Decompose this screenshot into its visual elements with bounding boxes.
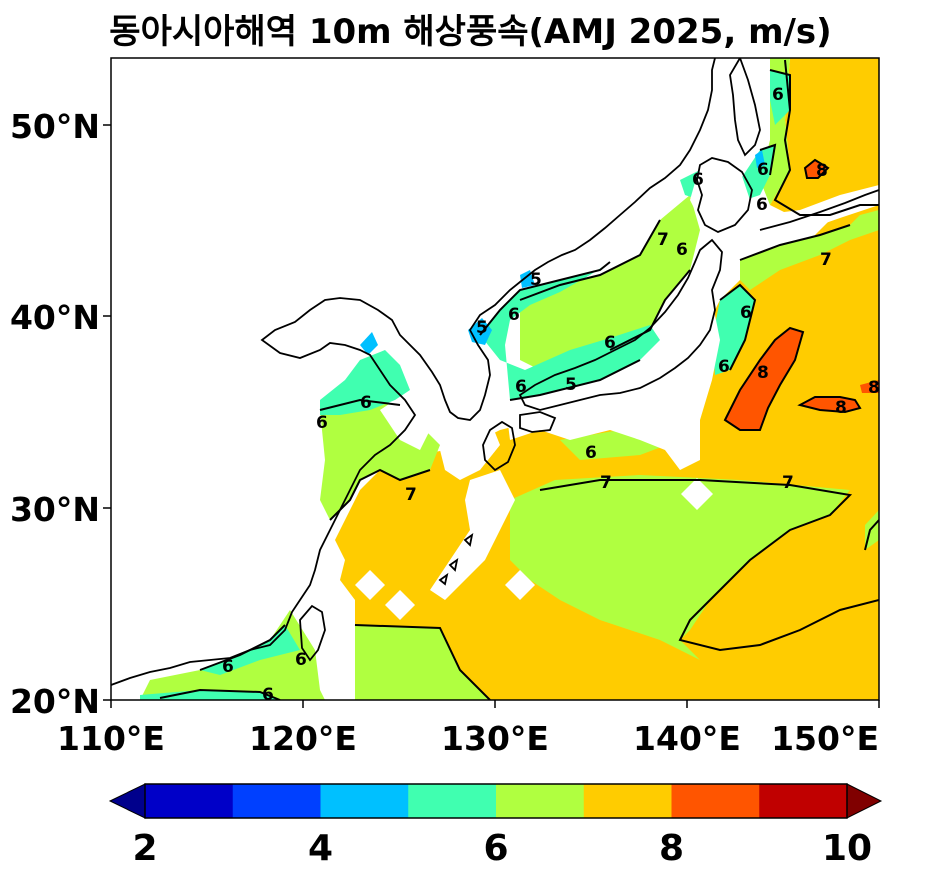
- contour-label: 6: [757, 160, 769, 180]
- x-axis: 110°E 120°E 130°E 140°E 150°E: [57, 700, 880, 758]
- colorbar-box: [408, 784, 497, 818]
- y-axis: 20°N 30°N 40°N 50°N: [10, 107, 111, 721]
- x-tick-label: 140°E: [633, 719, 741, 758]
- wind-band-8-9-pacific: [725, 328, 803, 430]
- colorbar-tick-label: 8: [659, 828, 684, 869]
- y-tick-label: 20°N: [10, 682, 100, 721]
- contour-label: 6: [360, 393, 372, 413]
- contour-label: 6: [772, 85, 784, 105]
- colorbar-box: [145, 784, 234, 818]
- colorbar: 2 4 6 8 10: [108, 783, 883, 869]
- no-data-mask-hokkaido: [690, 160, 750, 235]
- contour-label: 7: [405, 485, 417, 505]
- colorbar-box: [496, 784, 585, 818]
- contour-label: 8: [835, 398, 847, 418]
- contour-label: 6: [676, 240, 688, 260]
- contour-label: 6: [756, 195, 768, 215]
- wind-band-8-9-edge: [860, 380, 879, 393]
- no-data-mask-korea: [440, 420, 500, 480]
- wind-band-5-6-honshu: [712, 285, 755, 375]
- colorbar-tick-label: 10: [822, 828, 872, 869]
- contour-label: 6: [222, 657, 234, 677]
- contour-label: 8: [868, 378, 880, 398]
- contour-label: 8: [757, 363, 769, 383]
- wind-band-5-6-okhotsk: [770, 70, 790, 125]
- x-tick-label: 150°E: [771, 719, 879, 758]
- colorbar-arrow-high: [846, 783, 883, 819]
- contour-label: 6: [262, 685, 274, 705]
- wind-band-4-5-japansea: [520, 270, 535, 288]
- contour-label: 6: [740, 303, 752, 323]
- wind-band-4-5-kuril: [755, 150, 765, 168]
- wind-band-5-6-kuril: [740, 145, 775, 200]
- map-plot-area: 5 5 5 6 6 6 6 6 6 6 6 6 6 6 6 6 6 6 6 7 …: [111, 58, 880, 705]
- y-tick-label: 50°N: [10, 107, 100, 146]
- contour-label: 6: [718, 357, 730, 377]
- contour-label: 6: [692, 170, 704, 190]
- contour-label: 7: [820, 250, 832, 270]
- colorbar-arrow-low: [108, 783, 146, 819]
- colorbar-box: [583, 784, 672, 818]
- colorbar-box: [671, 784, 760, 818]
- y-tick-label: 40°N: [10, 298, 100, 337]
- contour-label: 6: [295, 650, 307, 670]
- no-data-mask-taiwan: [300, 590, 355, 700]
- coastlines: [111, 58, 879, 686]
- colorbar-tick-label: 6: [483, 828, 508, 869]
- colorbar-boxes: [145, 784, 848, 818]
- wind-band-5-6-bohai: [320, 350, 410, 415]
- contour-label: 5: [476, 318, 488, 338]
- contour-label: 7: [600, 473, 612, 493]
- x-tick-label: 120°E: [249, 719, 357, 758]
- x-tick-label: 130°E: [441, 719, 549, 758]
- colorbar-tick-label: 4: [308, 828, 333, 869]
- contour-lines: [159, 59, 879, 700]
- contour-label: 6: [508, 305, 520, 325]
- colorbar-frame: [144, 783, 848, 819]
- x-tick-label: 110°E: [57, 719, 165, 758]
- no-data-mask-ryukyu-2: [385, 590, 415, 620]
- colorbar-tick-label: 2: [132, 828, 157, 869]
- y-tick-label: 30°N: [10, 490, 100, 529]
- wind-band-4-5-bohai: [360, 332, 378, 355]
- contour-label: 6: [316, 413, 328, 433]
- no-data-mask-sakhalin: [715, 58, 770, 160]
- wind-band-6-7-south: [355, 625, 490, 700]
- contour-label: 5: [565, 375, 577, 395]
- contour-label: 7: [657, 230, 669, 250]
- contour-label: 8: [816, 161, 828, 181]
- map-title: 동아시아해역 10m 해상풍속(AMJ 2025, m/s): [109, 12, 832, 52]
- no-data-mask-japan: [505, 300, 720, 470]
- contour-label: 6: [604, 333, 616, 353]
- contour-label: 6: [585, 443, 597, 463]
- contour-label: 7: [782, 473, 794, 493]
- no-data-mask-ryukyu-1: [355, 570, 385, 600]
- contour-label-group: 5 5 5 6 6 6 6 6 6 6 6 6 6 6 6 6 6 6 6 7 …: [222, 85, 880, 705]
- no-data-mask-ocean-2: [681, 478, 713, 510]
- wind-band-6-7-kuril: [740, 210, 879, 290]
- wind-band-6-7-japansea: [520, 195, 700, 370]
- no-data-mask-yellowsea-coast: [380, 400, 430, 450]
- colorbar-box: [232, 784, 321, 818]
- no-data-mask-ocean-1: [505, 570, 535, 600]
- wind-band-5-6-japansea: [480, 262, 660, 400]
- wind-band-6-7-pacific: [510, 475, 850, 660]
- colorbar-box: [320, 784, 409, 818]
- contour-label: 6: [515, 377, 527, 397]
- colorbar-box: [759, 784, 848, 818]
- wind-band-7-8-north: [770, 58, 879, 215]
- contour-label: 5: [530, 270, 542, 290]
